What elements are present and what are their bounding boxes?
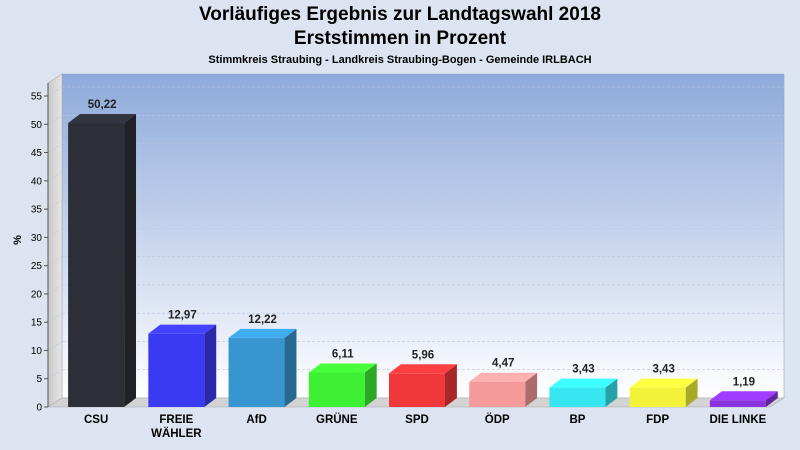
grid-line-side (47, 171, 63, 182)
bar-top (469, 372, 538, 382)
y-tick-label: 35 (31, 205, 43, 216)
x-tick-label: CSU (84, 414, 108, 426)
grid-line-side (47, 86, 63, 97)
x-tick-label: FREIE (159, 414, 193, 426)
data-label: 3,43 (652, 364, 674, 376)
x-tick-label: BP (569, 414, 585, 426)
grid-line-side (47, 284, 63, 295)
bar-front (148, 333, 205, 407)
chart-title: Vorläufiges Ergebnis zur Landtagswahl 20… (199, 4, 601, 25)
bar-top (389, 364, 457, 374)
y-tick-label: 30 (31, 233, 43, 244)
bar-1: 12,97 (148, 310, 217, 407)
plot-left-wall (47, 73, 63, 408)
data-label: 3,43 (572, 364, 594, 376)
chart-subtitle: Erststimmen in Prozent (293, 28, 507, 49)
bar-side (284, 328, 297, 407)
chart-note: Stimmkreis Straubing - Landkreis Straubi… (208, 54, 592, 66)
x-tick-label: ÖDP (485, 413, 510, 426)
data-label: 12,97 (168, 310, 197, 322)
bars: 50,22 12,97 12,22 6,11 5,96 4,47 3,43 3,43 1,19 (68, 99, 778, 408)
bar-side (605, 378, 618, 407)
bar-top (629, 378, 698, 388)
x-tick-label: FDP (646, 414, 669, 426)
bar-5: 4,47 (469, 358, 538, 407)
data-label: 12,22 (248, 314, 277, 326)
bar-top (148, 324, 217, 334)
bar-front (68, 123, 125, 408)
bar-side (124, 114, 137, 408)
y-tick-label: 10 (31, 346, 43, 357)
bar-4: 5,96 (389, 349, 457, 407)
data-label: 6,11 (332, 348, 354, 360)
y-tick-label: 5 (36, 374, 42, 385)
grid-line-side (47, 228, 63, 238)
bar-top (549, 378, 618, 388)
y-tick-label: 55 (31, 92, 43, 103)
bar-7: 3,43 (629, 364, 698, 407)
bar-0: 50,22 (68, 99, 137, 408)
bar-side (364, 363, 377, 407)
bar-front (389, 373, 445, 407)
grid-line-side (47, 115, 63, 125)
bar-8: 1,19 (709, 376, 778, 407)
grid-line-side (47, 312, 63, 323)
bar-front (629, 387, 686, 407)
y-axis: 0 5 10 15 20 25 30 35 40 45 50 55% (12, 83, 49, 414)
bar-side (685, 378, 698, 407)
y-tick-label: 40 (31, 176, 43, 187)
bar-top (68, 114, 137, 124)
bar-side (204, 324, 217, 407)
x-tick-label: AfD (246, 414, 266, 426)
y-axis-label: % (12, 235, 24, 245)
x-tick-label: WÄHLER (151, 427, 202, 440)
data-label: 1,19 (733, 376, 755, 388)
y-tick-label: 0 (36, 403, 42, 414)
bar-6: 3,43 (549, 364, 618, 407)
bar-top (709, 391, 778, 401)
bar-front (549, 387, 606, 407)
y-tick-label: 15 (31, 318, 43, 329)
bar-side (445, 364, 457, 407)
x-tick-label: DIE LINKE (709, 414, 766, 426)
data-label: 4,47 (492, 358, 514, 370)
bar-front (709, 400, 766, 407)
bar-top (228, 328, 297, 338)
grid-line-side (47, 369, 63, 379)
bar-side (765, 391, 778, 407)
y-tick-label: 20 (31, 289, 43, 300)
y-tick-label: 25 (31, 261, 43, 272)
bar-top (308, 363, 377, 373)
bar-side (525, 372, 538, 407)
bar-3: 6,11 (308, 348, 377, 407)
bar-front (469, 381, 526, 407)
grid-line-side (47, 256, 63, 266)
grid-line-side (47, 341, 63, 351)
bar-2: 12,22 (228, 314, 297, 407)
grid-line-side (47, 143, 63, 153)
data-label: 50,22 (88, 99, 117, 111)
bar-front (228, 337, 285, 407)
bar-front (308, 372, 365, 407)
y-tick-label: 50 (31, 120, 43, 131)
y-tick-label: 45 (31, 148, 43, 159)
x-tick-label: SPD (405, 414, 429, 426)
x-tick-label: GRÜNE (316, 413, 358, 426)
data-label: 5,96 (412, 349, 434, 361)
grid-line-side (47, 199, 63, 210)
